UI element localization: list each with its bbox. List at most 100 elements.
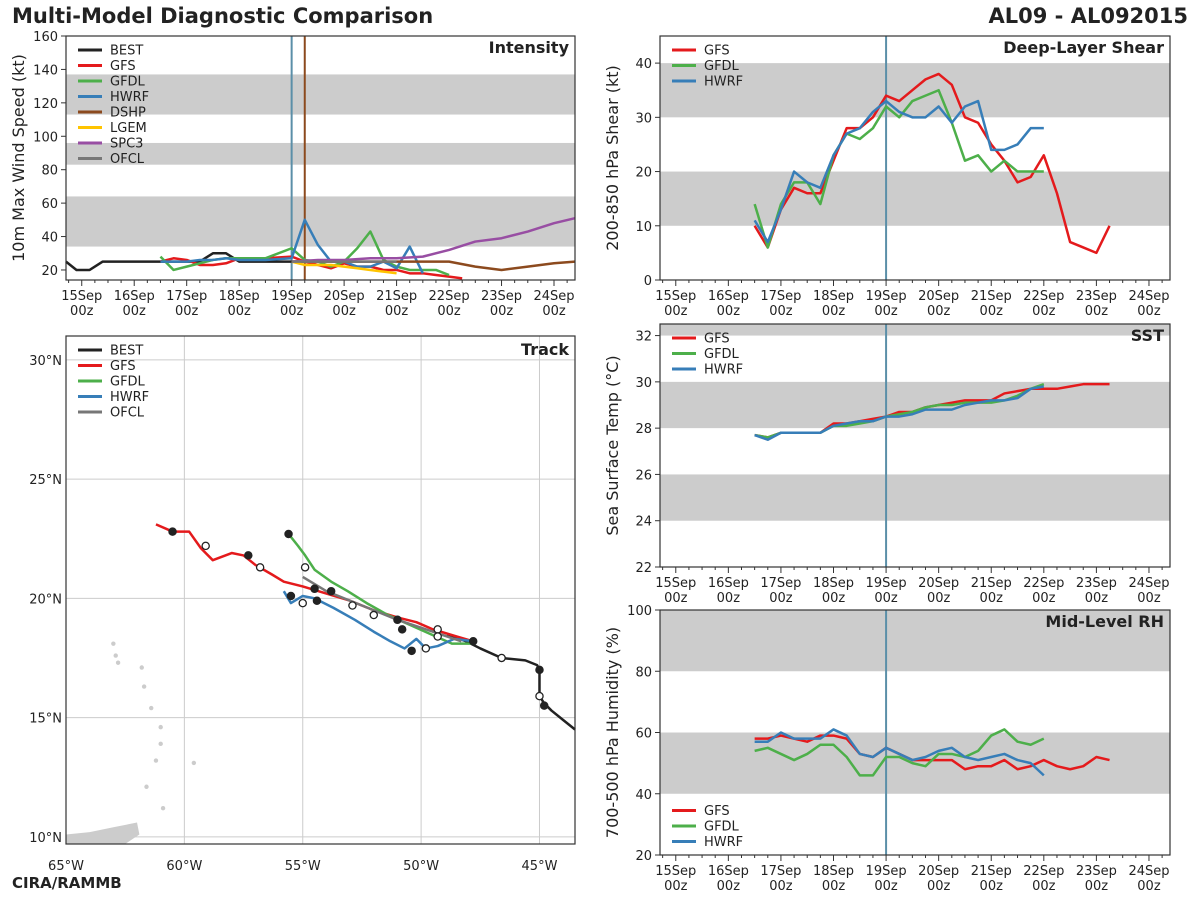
series-gfdl [754, 728, 1045, 777]
y-tick-label: 40 [41, 231, 58, 246]
x-tick-label: 18Sep [813, 289, 854, 304]
x-tick-hour: 00z [70, 304, 94, 319]
x-tick-label: 15Sep [655, 576, 696, 591]
series-hwrf [754, 728, 1045, 777]
x-tick-label: 15Sep [655, 864, 696, 879]
x-tick-label: 23Sep [1076, 289, 1117, 304]
legend-label-gfs: GFS [110, 59, 136, 74]
sst-chart: 15Sep00z16Sep00z17Sep00z18Sep00z19Sep00z… [603, 323, 1171, 606]
y-tick-label: 32 [635, 330, 652, 345]
shaded-band [66, 74, 575, 115]
y-tick-label: 15°N [29, 712, 62, 727]
y-tick-label: 120 [33, 97, 58, 112]
track-hwrf [282, 590, 474, 650]
shaded-band [66, 142, 575, 165]
x-tick-label: 24Sep [1128, 289, 1169, 304]
x-tick-label: 17Sep [760, 289, 801, 304]
x-tick-hour: 00z [980, 591, 1004, 606]
shear-chart: 15Sep00z16Sep00z17Sep00z18Sep00z19Sep00z… [603, 35, 1171, 319]
legend-label-best: BEST [110, 344, 143, 359]
y-tick-label: 20°N [29, 592, 62, 607]
x-tick-hour: 00z [927, 879, 951, 894]
y-axis-label: 200-850 hPa Shear (kt) [603, 65, 622, 251]
track-position-marker [539, 701, 549, 710]
track-position-marker [407, 646, 416, 656]
x-tick-label: 19Sep [866, 864, 907, 879]
track-position-marker [393, 615, 402, 625]
x-tick-hour: 00z [1085, 591, 1109, 606]
y-axis-label: 700-500 hPa Humidity (%) [603, 627, 622, 838]
x-tick-label: 22Sep [429, 289, 470, 304]
legend-label-hwrf: HWRF [704, 835, 743, 850]
x-tick-label: 17Sep [760, 576, 801, 591]
y-tick-label: 22 [635, 561, 652, 576]
x-tick-hour: 00z [769, 591, 793, 606]
x-tick-label: 21Sep [971, 289, 1012, 304]
y-tick-label: 40 [635, 57, 652, 72]
x-tick-label: 21Sep [971, 864, 1012, 879]
x-tick-label: 23Sep [1076, 576, 1117, 591]
x-tick-hour: 00z [717, 591, 741, 606]
x-tick-label: 18Sep [813, 576, 854, 591]
shaded-band [660, 474, 1170, 521]
legend-label-hwrf: HWRF [704, 363, 743, 378]
x-tick-hour: 00z [1032, 304, 1056, 319]
y-tick-label: 10 [635, 220, 652, 235]
track-position-marker [298, 598, 307, 608]
legend-label-hwrf: HWRF [704, 75, 743, 90]
x-tick-label: 24Sep [533, 289, 574, 304]
x-tick-label: 16Sep [708, 576, 749, 591]
x-tick-label: 21Sep [376, 289, 417, 304]
x-tick-hour: 00z [980, 879, 1004, 894]
x-tick-label: 20Sep [918, 289, 959, 304]
x-tick-label: 50°W [403, 859, 439, 874]
x-tick-hour: 00z [1032, 591, 1056, 606]
plot-frame [65, 335, 576, 845]
legend-label-gfdl: GFDL [704, 59, 740, 74]
x-tick-hour: 00z [437, 304, 461, 319]
series-gfdl [753, 88, 1044, 249]
track-position-marker [286, 591, 296, 601]
rh-chart: 15Sep00z16Sep00z17Sep00z18Sep00z19Sep00z… [603, 604, 1171, 894]
series-hwrf [754, 385, 1045, 441]
plot-frame [659, 609, 1171, 856]
x-tick-hour: 00z [664, 591, 688, 606]
x-tick-hour: 00z [822, 591, 846, 606]
x-tick-hour: 00z [874, 879, 898, 894]
track-position-marker [433, 632, 442, 641]
x-tick-label: 17Sep [760, 864, 801, 879]
track-position-marker [421, 644, 431, 653]
track-position-marker [433, 625, 442, 634]
island-shape [144, 784, 149, 789]
legend-label-gfs: GFS [110, 359, 136, 374]
shaded-band [660, 381, 1170, 429]
x-tick-label: 55°W [285, 859, 321, 874]
x-tick-hour: 00z [280, 304, 304, 319]
x-tick-hour: 00z [1137, 304, 1161, 319]
track-position-marker [348, 601, 357, 610]
panel-title: Deep-Layer Shear [1003, 38, 1164, 57]
y-tick-label: 28 [635, 422, 652, 437]
shaded-band [660, 63, 1170, 118]
x-tick-hour: 00z [490, 304, 514, 319]
y-tick-label: 40 [635, 788, 652, 803]
plot-frame [659, 323, 1171, 568]
y-tick-label: 20 [41, 264, 58, 279]
y-tick-label: 20 [635, 166, 652, 181]
x-tick-hour: 00z [822, 879, 846, 894]
track-position-marker [201, 541, 210, 551]
track-gfs [155, 523, 474, 643]
x-tick-label: 22Sep [1023, 576, 1064, 591]
island-shape [158, 724, 163, 730]
y-tick-label: 60 [41, 197, 58, 212]
shaded-band [660, 610, 1170, 672]
y-axis-label: Sea Surface Temp (°C) [603, 355, 622, 535]
track-position-marker [468, 637, 478, 646]
storm-id: AL09 - AL092015 [988, 4, 1189, 28]
x-tick-hour: 00z [769, 304, 793, 319]
x-tick-label: 24Sep [1128, 576, 1169, 591]
y-tick-label: 30 [635, 111, 652, 126]
x-tick-hour: 00z [123, 304, 147, 319]
x-tick-label: 15Sep [61, 289, 102, 304]
y-tick-label: 60 [635, 727, 652, 742]
